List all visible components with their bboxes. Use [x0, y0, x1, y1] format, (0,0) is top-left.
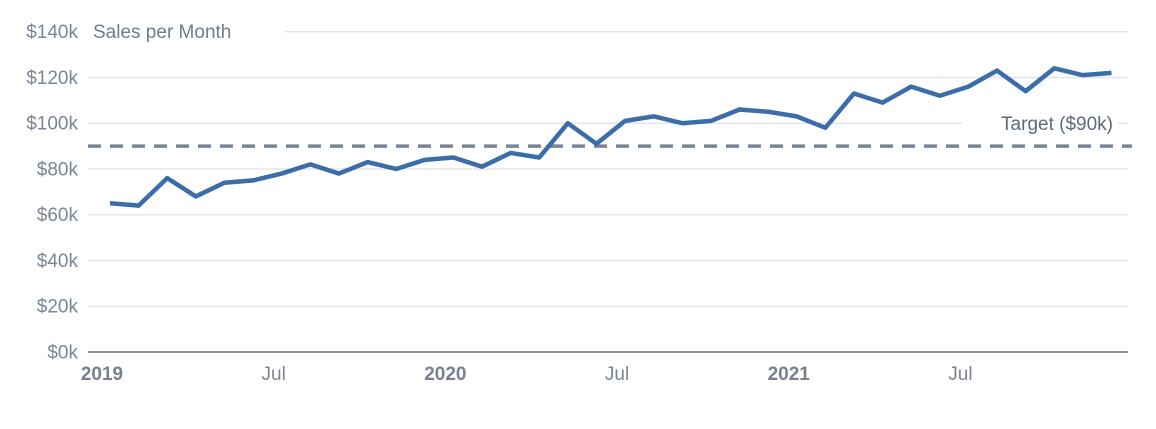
y-axis-tick-label: $0k	[47, 343, 78, 364]
series-layer	[88, 66, 1132, 208]
x-axis-tick-label: 2020	[424, 364, 466, 385]
x-axis-tick-label: Jul	[605, 364, 629, 385]
y-axis-tick-label: $140k	[26, 22, 78, 43]
x-axis-tick-label: Jul	[948, 364, 972, 385]
x-axis-tick-label: 2021	[768, 364, 811, 385]
y-axis-tick-label: $80k	[37, 159, 79, 180]
x-axis-tick-label: 2019	[81, 364, 123, 385]
x-axis-tick-label: Jul	[262, 364, 286, 385]
y-axis-tick-label: $60k	[37, 205, 79, 226]
grid-layer: $0k $20k $40k $60k $80k $100k $120k $140k 2019 Ju…	[26, 22, 1128, 385]
sales-line	[109, 66, 1112, 208]
y-axis-tick-label: $100k	[26, 114, 78, 135]
chart-title: Sales per Month	[93, 22, 231, 43]
y-axis-tick-label: $40k	[37, 251, 79, 272]
y-axis-tick-label: $120k	[26, 68, 78, 89]
y-axis-tick-label: $20k	[37, 297, 79, 318]
target-label: Target ($90k)	[1001, 114, 1113, 135]
